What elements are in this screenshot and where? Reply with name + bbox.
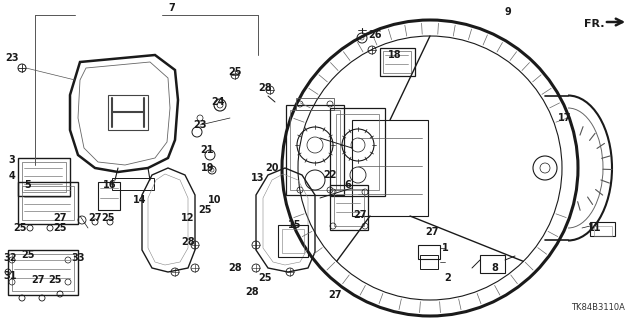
- Text: 25: 25: [101, 213, 115, 223]
- Bar: [330, 185, 368, 230]
- Text: 27: 27: [31, 275, 45, 285]
- Text: 28: 28: [258, 83, 272, 93]
- Text: 25: 25: [13, 223, 27, 233]
- Text: 31: 31: [3, 271, 17, 281]
- Bar: [296, 98, 334, 110]
- Bar: [352, 120, 428, 216]
- Text: 2: 2: [445, 273, 451, 283]
- Text: 6: 6: [344, 180, 351, 190]
- Text: 11: 11: [588, 223, 602, 233]
- Bar: [290, 110, 340, 190]
- Bar: [8, 250, 78, 295]
- Bar: [380, 48, 415, 76]
- Bar: [282, 229, 304, 253]
- Text: 14: 14: [133, 195, 147, 205]
- Text: 27: 27: [88, 213, 102, 223]
- Bar: [286, 105, 344, 195]
- Bar: [22, 162, 66, 192]
- Bar: [98, 182, 120, 210]
- Text: 8: 8: [492, 263, 499, 273]
- Bar: [112, 178, 154, 190]
- Text: 25: 25: [259, 273, 272, 283]
- Text: 32: 32: [3, 253, 17, 263]
- Text: 25: 25: [198, 205, 212, 215]
- Text: 25: 25: [228, 67, 242, 77]
- Bar: [278, 225, 308, 257]
- Bar: [330, 108, 385, 196]
- Text: 28: 28: [181, 237, 195, 247]
- Text: 25: 25: [21, 250, 35, 260]
- Text: TK84B3110A: TK84B3110A: [571, 303, 625, 313]
- Bar: [334, 189, 364, 226]
- Text: 27: 27: [425, 227, 439, 237]
- Bar: [22, 186, 74, 220]
- Text: 28: 28: [228, 263, 242, 273]
- Text: 10: 10: [208, 195, 221, 205]
- Text: 17: 17: [558, 113, 572, 123]
- Text: 25: 25: [48, 275, 61, 285]
- Text: 9: 9: [504, 7, 511, 17]
- Bar: [590, 222, 615, 236]
- Text: 4: 4: [8, 171, 15, 181]
- Text: 27: 27: [53, 213, 67, 223]
- Text: 18: 18: [388, 50, 402, 60]
- Text: 7: 7: [168, 3, 175, 13]
- Text: 22: 22: [323, 170, 337, 180]
- Bar: [336, 114, 379, 190]
- Bar: [12, 254, 74, 291]
- Text: 13: 13: [252, 173, 265, 183]
- Text: 27: 27: [328, 290, 342, 300]
- Text: 25: 25: [53, 223, 67, 233]
- Text: 1: 1: [442, 243, 449, 253]
- Text: 20: 20: [265, 163, 279, 173]
- Bar: [418, 245, 440, 259]
- Bar: [420, 255, 438, 269]
- Text: 16: 16: [103, 180, 116, 190]
- Bar: [480, 255, 505, 273]
- Bar: [108, 95, 148, 130]
- Text: 15: 15: [288, 220, 301, 230]
- Text: 5: 5: [24, 180, 31, 190]
- Text: FR.: FR.: [584, 19, 604, 29]
- Text: 33: 33: [71, 253, 84, 263]
- Text: 21: 21: [200, 145, 214, 155]
- Bar: [594, 226, 612, 236]
- Bar: [383, 51, 411, 73]
- Text: 12: 12: [181, 213, 195, 223]
- Bar: [18, 158, 70, 196]
- Text: 23: 23: [193, 120, 207, 130]
- Text: 3: 3: [8, 155, 15, 165]
- Text: 19: 19: [201, 163, 215, 173]
- Text: 26: 26: [368, 30, 381, 40]
- Bar: [18, 182, 78, 224]
- Text: 27: 27: [353, 210, 367, 220]
- Text: 28: 28: [245, 287, 259, 297]
- Text: 24: 24: [211, 97, 225, 107]
- Text: 23: 23: [5, 53, 19, 63]
